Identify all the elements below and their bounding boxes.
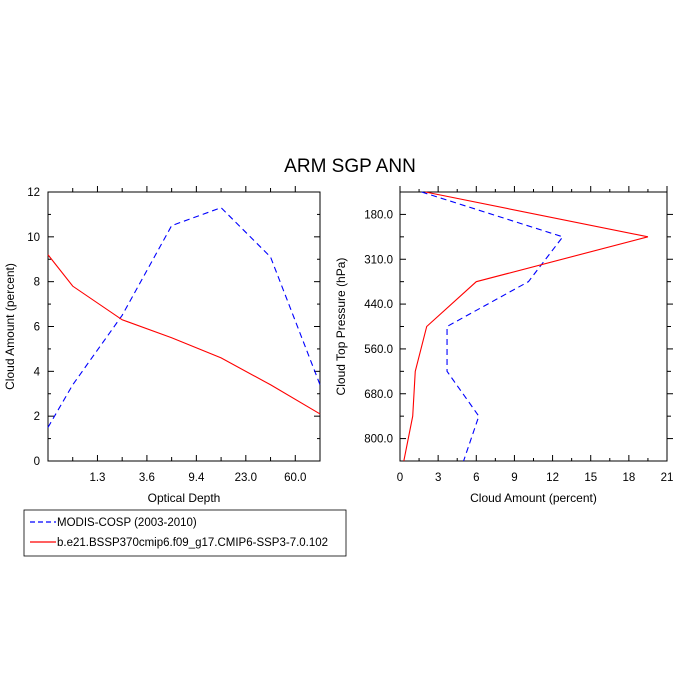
left-y-tick-label: 10 [27,232,40,244]
right-panel-cloud-top-pressure: 0 3 6 9 12 15 18 21 180.0 310.0 440.0 560.0 680.0 800… [334,186,673,505]
legend: MODIS-COSP (2003-2010) b.e21.BSSP370cmip… [23,509,347,557]
left-y-tick-label: 4 [34,366,41,378]
right-y-axis-label: Cloud Top Pressure (hPa) [334,258,348,396]
left-y-tick-label: 8 [34,277,40,289]
left-y-tick-label: 2 [34,411,40,423]
left-y-tick-label: 12 [27,187,40,199]
legend-label-model: b.e21.BSSP370cmip6.f09_g17.CMIP6-SSP3-7.… [57,537,328,549]
right-x-tick-label: 0 [397,472,403,484]
right-y-tick-label: 180.0 [364,209,393,221]
left-plot-frame [47,191,321,462]
right-x-tick-label: 21 [661,472,674,484]
right-x-tick-label: 15 [584,472,597,484]
left-y-tick-label: 0 [34,456,40,468]
left-y-tick-label: 6 [34,322,40,334]
legend-box [23,509,347,557]
right-x-tick-label: 18 [622,472,635,484]
left-series-line-model [47,254,321,415]
right-x-tick-label: 9 [511,472,517,484]
right-series-line-model [403,191,649,462]
legend-label-modis: MODIS-COSP (2003-2010) [57,517,197,529]
chart-title: ARM SGP ANN [284,156,416,177]
left-x-tick-label: 23.0 [235,472,257,484]
right-x-axis-label: Cloud Amount (percent) [470,491,597,505]
right-y-tick-label: 800.0 [364,434,393,446]
right-x-tick-label: 12 [546,472,559,484]
right-y-tick-label: 560.0 [364,344,393,356]
left-x-tick-label: 60.0 [284,472,306,484]
right-x-tick-label: 6 [473,472,479,484]
right-series-line-modis [421,191,564,462]
left-y-axis-label: Cloud Amount (percent) [3,263,17,390]
left-x-tick-label: 3.6 [139,472,155,484]
right-y-tick-label: 680.0 [364,389,393,401]
left-x-tick-label: 1.3 [89,472,105,484]
right-y-tick-label: 310.0 [364,254,393,266]
left-series-line-modis [47,207,321,428]
right-y-tick-label: 440.0 [364,299,393,311]
right-x-tick-label: 3 [435,472,441,484]
left-panel-optical-depth: 0 2 4 6 8 10 12 1.3 3.6 9.4 23.0 60.0 Optical Depth C… [3,186,321,505]
left-x-axis-label: Optical Depth [148,491,221,505]
left-x-tick-label: 9.4 [188,472,205,484]
